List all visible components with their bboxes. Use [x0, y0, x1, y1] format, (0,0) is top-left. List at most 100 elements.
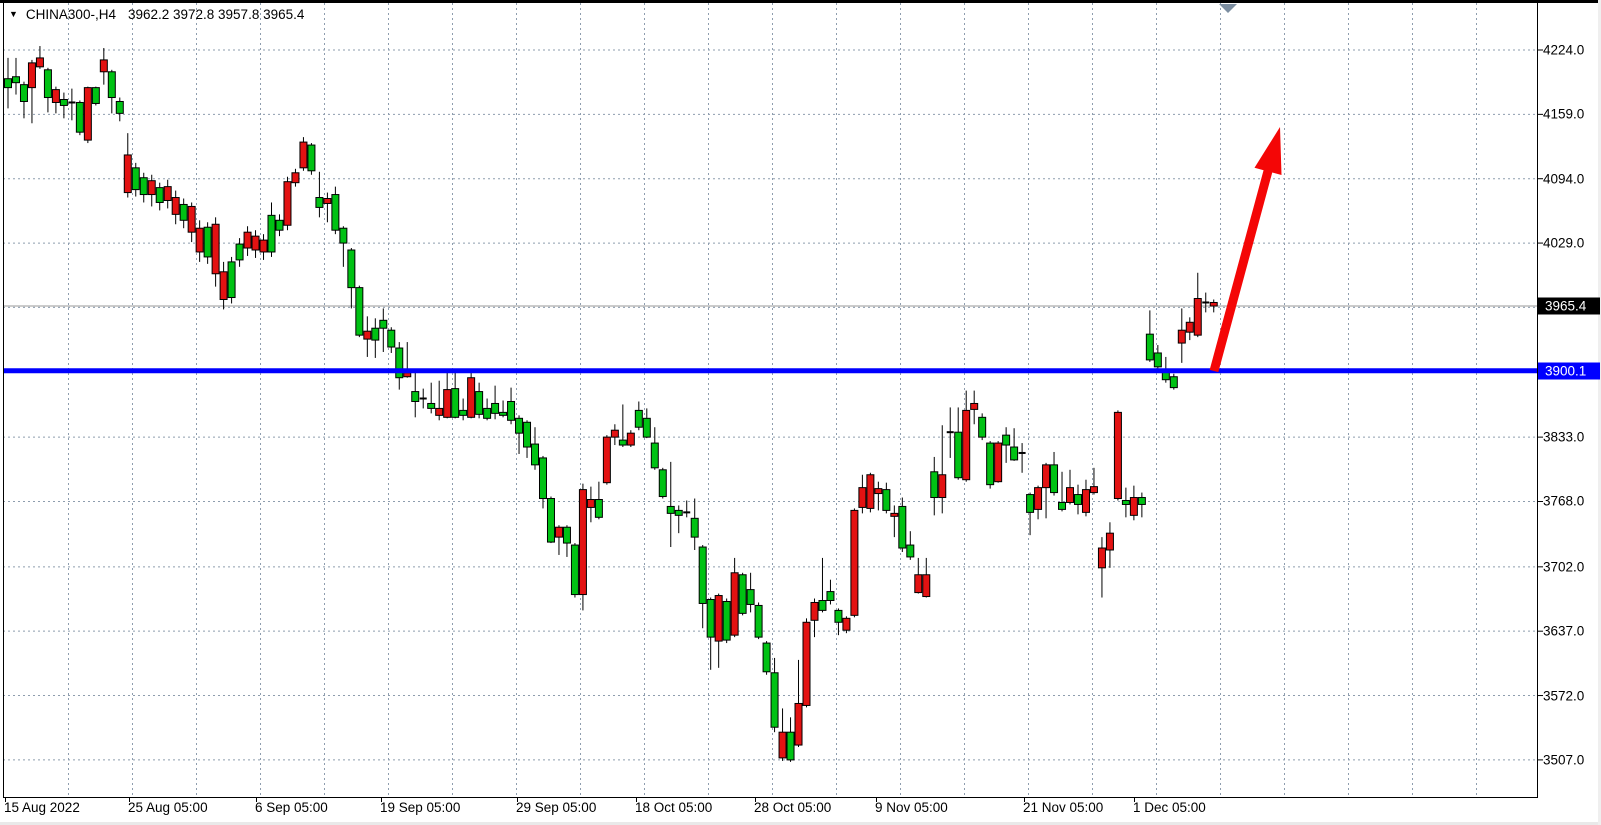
bullish-candle [355, 287, 364, 336]
bearish-candle [730, 572, 739, 636]
bearish-candle [586, 499, 595, 508]
bearish-candle [195, 227, 204, 253]
bullish-candle [331, 194, 340, 231]
bullish-candle [706, 599, 715, 638]
bullish-candle [339, 227, 348, 244]
bearish-candle [602, 436, 611, 484]
bullish-candle [491, 402, 500, 414]
bearish-candle [51, 89, 60, 103]
hline-price-badge: 3900.1 [1538, 362, 1600, 380]
bullish-candle [523, 421, 532, 448]
bullish-candle [11, 76, 20, 84]
trend-arrow-head[interactable] [1254, 127, 1282, 175]
bullish-candle [818, 599, 827, 611]
bullish-candle [1010, 446, 1019, 461]
bullish-candle [507, 400, 516, 421]
bearish-candle [443, 389, 452, 418]
bearish-candle [1097, 547, 1106, 569]
bullish-candle [978, 416, 987, 438]
bearish-candle [778, 731, 787, 759]
time-axis-label: 15 Aug 2022 [4, 800, 80, 815]
bullish-candle [1153, 352, 1162, 368]
bearish-candle [99, 59, 108, 73]
bullish-candle [906, 544, 915, 558]
bearish-candle [435, 407, 444, 416]
bearish-candle [874, 488, 883, 495]
bearish-candle [850, 509, 859, 616]
bullish-candle [570, 544, 579, 596]
price-axis-label: 4094.0 [1543, 171, 1585, 187]
bullish-candle [107, 71, 116, 99]
time-axis-label: 29 Sep 05:00 [516, 800, 597, 815]
bullish-candle [227, 261, 236, 299]
time-axis-label: 18 Oct 05:00 [635, 800, 713, 815]
bearish-candle [842, 617, 851, 631]
trend-arrow-shaft[interactable] [1209, 169, 1273, 373]
chart-shift-marker-icon[interactable] [1219, 4, 1237, 13]
bullish-candle [411, 391, 420, 402]
bullish-candle [674, 509, 683, 516]
time-axis-label: 1 Dec 05:00 [1133, 800, 1206, 815]
bullish-candle [315, 197, 324, 208]
bearish-candle [938, 474, 947, 499]
bearish-candle [866, 474, 875, 509]
bullish-candle [131, 167, 140, 191]
bullish-candle [531, 443, 540, 466]
bullish-candle [722, 600, 731, 641]
time-axis-label: 25 Aug 05:00 [128, 800, 208, 815]
bullish-candle [459, 409, 468, 416]
bearish-candle [1081, 489, 1090, 513]
bullish-candle [546, 498, 555, 543]
bullish-candle [698, 546, 707, 604]
bullish-candle [75, 101, 84, 133]
bearish-candle [626, 432, 635, 446]
bullish-candle [986, 442, 995, 486]
bearish-candle [858, 487, 867, 508]
time-axis-label: 19 Sep 05:00 [380, 800, 461, 815]
bullish-candle [203, 226, 212, 258]
bullish-candle [1026, 494, 1035, 513]
bearish-candle [171, 197, 180, 215]
bullish-candle [594, 499, 603, 518]
bearish-candle [35, 57, 44, 68]
bullish-candle [387, 329, 396, 348]
price-axis-label: 4159.0 [1543, 106, 1585, 122]
bullish-candle [834, 609, 843, 623]
bearish-candle [578, 489, 587, 596]
bullish-candle [658, 469, 667, 498]
bearish-candle [1042, 464, 1051, 489]
bullish-candle [562, 526, 571, 544]
bearish-candle [251, 235, 260, 251]
bullish-candle [371, 327, 380, 341]
window-bottom-edge [0, 822, 1601, 825]
bullish-candle [882, 489, 891, 511]
bullish-candle [515, 417, 524, 434]
bullish-candle [738, 574, 747, 614]
bearish-candle [187, 205, 196, 233]
bullish-candle [1002, 434, 1011, 446]
bullish-candle [235, 243, 244, 261]
bearish-candle [403, 372, 412, 378]
bullish-candle [1058, 501, 1067, 510]
bearish-candle [962, 409, 971, 481]
bullish-candle [770, 672, 779, 728]
window-top-border [0, 0, 1601, 3]
bullish-candle [379, 319, 388, 329]
time-axis-label: 28 Oct 05:00 [754, 800, 832, 815]
bullish-candle [59, 99, 68, 106]
bullish-candle [267, 214, 276, 253]
symbol-marker-icon: ▼ [9, 9, 18, 19]
window-right-edge [1598, 0, 1601, 825]
price-axis-label: 3702.0 [1543, 559, 1585, 575]
bullish-candle [275, 219, 284, 231]
bearish-candle [259, 239, 268, 253]
time-axis-label: 6 Sep 05:00 [255, 800, 328, 815]
bearish-candle [1034, 487, 1043, 510]
bullish-candle [538, 457, 547, 500]
current-price-badge: 3965.4 [1538, 297, 1600, 315]
bearish-candle [283, 181, 292, 226]
bearish-candle [1089, 486, 1098, 494]
bearish-candle [299, 141, 308, 169]
